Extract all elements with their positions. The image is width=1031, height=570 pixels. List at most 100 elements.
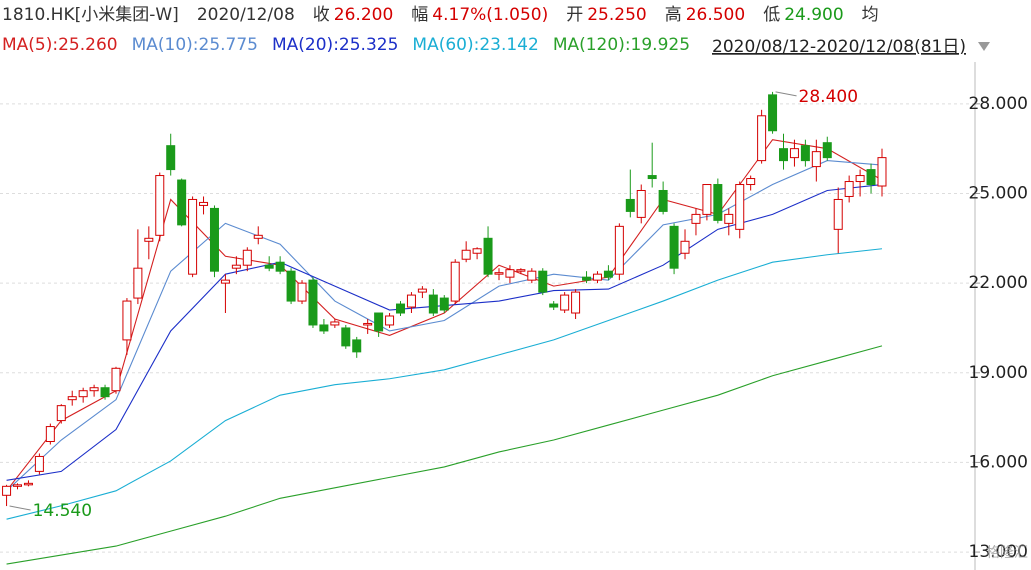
candle-body bbox=[647, 175, 657, 180]
candle-body bbox=[592, 273, 602, 281]
annotation-arrow bbox=[9, 505, 31, 511]
header-text: 24.900 bbox=[784, 5, 843, 25]
date-range: 2020/08/12-2020/12/08(81日) bbox=[712, 37, 966, 57]
y-tick-label: 25.000 bbox=[969, 183, 1028, 203]
candle-body bbox=[253, 234, 263, 239]
candle-body bbox=[166, 145, 176, 171]
header: 1810.HK[小米集团-W] 2020/12/08 收 26.200 幅 4.17%(1… bbox=[2, 5, 990, 57]
candle-body bbox=[669, 225, 679, 269]
candle-body bbox=[111, 367, 121, 392]
y-tick-label: 28.000 bbox=[969, 94, 1028, 114]
y-tick-label: 16.000 bbox=[969, 452, 1028, 472]
header-text: 4.17%(1.050) bbox=[432, 5, 548, 25]
header-text: 2020/12/08 bbox=[197, 5, 295, 25]
candle-body bbox=[691, 213, 701, 224]
candle-body bbox=[625, 198, 635, 212]
candle-body bbox=[768, 94, 778, 132]
header-text: 25.250 bbox=[587, 5, 646, 25]
header-text: 收 bbox=[313, 5, 330, 25]
candle-body bbox=[352, 339, 362, 353]
candle-body bbox=[319, 324, 329, 332]
candle-body bbox=[877, 157, 887, 187]
candle-body bbox=[231, 264, 241, 269]
date-range-bg bbox=[710, 37, 968, 57]
dropdown-arrow[interactable] bbox=[978, 42, 990, 51]
candle-body bbox=[188, 198, 198, 275]
candle-body bbox=[133, 267, 143, 299]
candle-body bbox=[746, 178, 756, 186]
candle-body bbox=[439, 297, 449, 311]
candle-body bbox=[341, 327, 351, 347]
candle-body bbox=[23, 482, 33, 486]
candle-body bbox=[417, 288, 427, 293]
candle-body bbox=[450, 261, 460, 302]
candle-body bbox=[779, 148, 789, 162]
candle-body bbox=[833, 198, 843, 230]
legend-entry: MA(10):25.775 bbox=[132, 35, 258, 55]
candle-body bbox=[406, 294, 416, 308]
candle-body bbox=[45, 426, 55, 443]
y-tick-label: 13.000 bbox=[969, 542, 1028, 562]
candle-body bbox=[209, 207, 219, 272]
candle-body bbox=[483, 237, 493, 275]
ma-line bbox=[6, 345, 883, 565]
candle-body bbox=[571, 291, 581, 314]
candle-body bbox=[844, 181, 854, 197]
candle-body bbox=[538, 270, 548, 293]
candle-body bbox=[811, 151, 821, 168]
candle-body bbox=[680, 240, 690, 254]
candle-body bbox=[242, 249, 252, 266]
candle-body bbox=[286, 270, 296, 302]
candle-body bbox=[757, 115, 767, 162]
candle-body bbox=[461, 249, 471, 260]
candle-body bbox=[89, 387, 99, 392]
legend-entry: MA(20):25.325 bbox=[272, 35, 398, 55]
candle-body bbox=[428, 294, 438, 314]
y-tick-label: 22.000 bbox=[969, 273, 1028, 293]
candle-body bbox=[614, 225, 624, 275]
candle-body bbox=[855, 175, 865, 183]
candle-body bbox=[789, 148, 799, 159]
header-text: 开 bbox=[566, 5, 583, 25]
grid: 13.000 16.000 19.000 22.000 25.000 28.000 bbox=[0, 94, 1028, 562]
candle-body bbox=[516, 269, 526, 272]
candle-body bbox=[385, 315, 395, 326]
candle-body bbox=[494, 272, 504, 275]
candle-body bbox=[34, 455, 44, 472]
candle-body bbox=[100, 387, 110, 398]
candle-body bbox=[658, 189, 668, 212]
candle-body bbox=[199, 201, 209, 206]
annotation-arrow bbox=[775, 91, 797, 97]
header-text: 幅 bbox=[411, 5, 428, 25]
candle-body bbox=[603, 270, 613, 278]
annotation-label: 28.400 bbox=[799, 87, 858, 107]
candle-body bbox=[713, 184, 723, 221]
candle-body bbox=[2, 485, 12, 496]
candle-body bbox=[13, 484, 23, 487]
header-text: 1810.HK[小米集团-W] bbox=[2, 5, 179, 25]
candle-body bbox=[472, 248, 482, 254]
candle-body bbox=[636, 189, 646, 218]
ma-line bbox=[6, 248, 883, 520]
candle-body bbox=[56, 405, 66, 422]
header-text: 26.500 bbox=[686, 5, 745, 25]
legend-entry: MA(5):25.260 bbox=[2, 35, 118, 55]
candle-body bbox=[144, 237, 154, 242]
header-text: 26.200 bbox=[334, 5, 393, 25]
candle-body bbox=[177, 179, 187, 226]
y-tick-label: 19.000 bbox=[969, 363, 1028, 383]
candle-body bbox=[330, 321, 340, 326]
plot: 28.400 14.540 bbox=[2, 87, 887, 565]
candle-body bbox=[275, 261, 285, 272]
header-text: 高 bbox=[665, 5, 682, 25]
candle-body bbox=[264, 264, 274, 269]
candle-body bbox=[505, 269, 515, 278]
header-text: 低 bbox=[763, 5, 780, 25]
candle-body bbox=[549, 303, 559, 308]
candle-body bbox=[396, 303, 406, 314]
candle-body bbox=[374, 312, 384, 332]
candle-body bbox=[702, 184, 712, 215]
legend-entry: MA(120):19.925 bbox=[553, 35, 690, 55]
annotation-label: 14.540 bbox=[33, 501, 92, 521]
